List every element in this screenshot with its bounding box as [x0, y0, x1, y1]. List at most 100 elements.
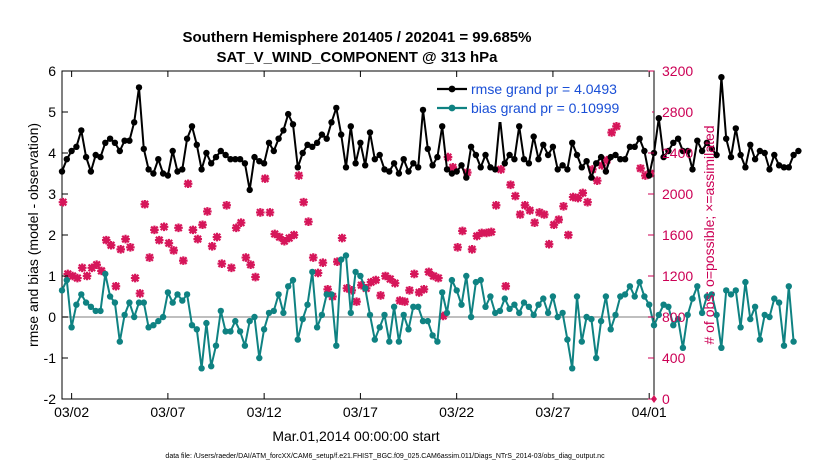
- bias-point: [318, 311, 326, 319]
- obs-count-point: [438, 311, 448, 321]
- obs-count-point: [641, 171, 650, 180]
- bias-point: [453, 287, 460, 294]
- rmse-point: [338, 131, 345, 138]
- rmse-point: [366, 129, 374, 136]
- bias-point: [362, 285, 369, 292]
- bias-point: [395, 338, 403, 345]
- bias-point: [549, 293, 557, 300]
- rmse-point: [443, 166, 451, 173]
- obs-count-point: [564, 230, 573, 240]
- y-tick-label: 4: [48, 145, 56, 161]
- rmse-point: [631, 143, 638, 150]
- rmse-point: [222, 151, 229, 159]
- obs-count-point: [597, 161, 607, 170]
- obs-count-point: [193, 234, 203, 244]
- rmse-point: [145, 166, 152, 173]
- obs-count-point: [520, 200, 530, 210]
- obs-count-point: [477, 228, 486, 238]
- rmse-point: [588, 174, 595, 181]
- bias-point: [145, 324, 152, 331]
- rmse-point: [208, 160, 215, 167]
- obs-count-point: [111, 281, 121, 291]
- bias-point: [520, 299, 528, 306]
- bias-point: [631, 293, 638, 300]
- rmse-point: [390, 160, 398, 167]
- bias-point: [285, 283, 292, 290]
- bias-point: [246, 317, 253, 325]
- y-right-tick-label: 800: [662, 309, 686, 325]
- bias-point: [698, 309, 706, 317]
- bias-point: [309, 268, 316, 276]
- rmse-point: [304, 141, 311, 148]
- rmse-point: [621, 156, 629, 163]
- obs-count-point: [602, 155, 612, 165]
- obs-count-point: [544, 239, 554, 249]
- data-file-footnote: data file: /Users/raeder/DAI/ATM_forcXX/…: [165, 453, 605, 460]
- rmse-point: [419, 106, 427, 114]
- rmse-point: [203, 149, 210, 157]
- obs-count-point: [337, 233, 347, 243]
- rmse-point: [82, 153, 90, 161]
- obs-count-point: [150, 225, 159, 235]
- obs-count-point: [424, 267, 434, 277]
- rmse-point: [607, 153, 614, 161]
- y-tick-label: 3: [48, 186, 56, 202]
- bias-point: [559, 309, 566, 317]
- bias-point: [554, 313, 561, 321]
- obs-count-point: [573, 193, 583, 203]
- rmse-point: [458, 162, 465, 169]
- obs-count-point: [496, 165, 506, 174]
- bias-point: [646, 301, 653, 308]
- bias-point: [665, 303, 672, 310]
- rmse-point: [116, 147, 124, 155]
- bias-point: [87, 303, 95, 310]
- obs-count-point: [63, 269, 73, 279]
- bias-point: [737, 324, 744, 331]
- rmse-point: [487, 164, 494, 171]
- bias-point: [621, 291, 629, 298]
- bias-point: [415, 303, 422, 310]
- rmse-point: [506, 151, 513, 159]
- obs-count-point: [554, 215, 564, 224]
- bias-point: [188, 322, 196, 329]
- rmse-point: [429, 162, 436, 169]
- rmse-point: [756, 147, 764, 155]
- bias-point: [265, 309, 273, 317]
- rmse-point: [463, 174, 470, 181]
- bias-point: [333, 342, 340, 349]
- obs-count-point: [231, 223, 241, 233]
- rmse-point: [674, 135, 682, 142]
- rmse-point: [179, 166, 186, 173]
- bias-point: [785, 283, 792, 290]
- obs-count-point: [97, 266, 106, 276]
- rmse-point: [78, 127, 85, 134]
- rmse-point: [410, 160, 417, 167]
- rmse-point: [559, 162, 566, 169]
- rmse-point: [439, 123, 446, 130]
- bias-point: [511, 301, 518, 308]
- obs-count-point: [203, 207, 212, 216]
- bias-point: [400, 311, 407, 319]
- obs-count-point: [246, 260, 255, 270]
- rmse-point: [164, 172, 172, 179]
- bias-point: [689, 295, 696, 302]
- rmse-point: [694, 137, 701, 144]
- rmse-point: [646, 172, 653, 179]
- bias-point: [636, 278, 643, 286]
- obs-count-point: [304, 217, 313, 226]
- rmse-point: [742, 164, 749, 171]
- rmse-point: [63, 156, 70, 163]
- obs-count-point: [130, 273, 140, 283]
- y-tick-label: 0: [48, 309, 56, 325]
- obs-count-point: [467, 245, 477, 254]
- obs-count-point: [395, 296, 405, 305]
- rmse-point: [140, 145, 147, 153]
- rmse-point: [357, 139, 364, 146]
- rmse-point: [766, 166, 773, 173]
- rmse-point: [415, 164, 422, 171]
- bias-point: [140, 299, 147, 306]
- bias-point: [525, 303, 533, 310]
- y-right-tick-label: 1200: [662, 268, 693, 284]
- bias-point: [313, 324, 321, 331]
- obs-count-point: [347, 286, 357, 295]
